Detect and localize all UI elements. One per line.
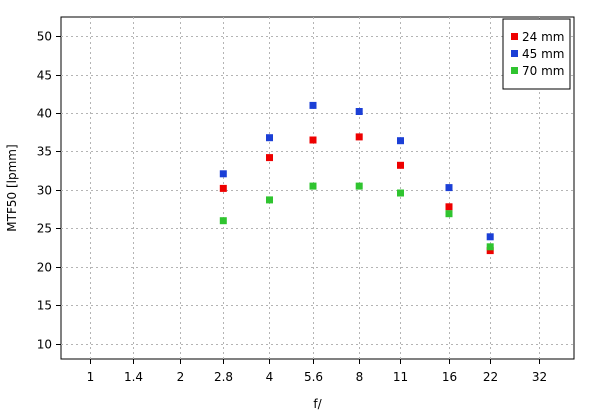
data-point-24-mm: [397, 161, 404, 169]
y-tick-label: 45: [37, 69, 52, 83]
y-tick-label: 40: [37, 107, 52, 121]
x-tick-label: 32: [532, 370, 547, 384]
data-points: [219, 101, 494, 255]
x-tick-label: 16: [442, 370, 457, 384]
legend-swatch: [511, 33, 518, 40]
x-tick-label: 2.8: [214, 370, 233, 384]
legend-swatch: [511, 67, 518, 74]
x-tick-label: 5.6: [304, 370, 323, 384]
data-point-70-mm: [355, 182, 363, 190]
y-tick-label: 15: [37, 299, 52, 313]
data-point-24-mm: [219, 184, 227, 192]
y-tick-label: 20: [37, 261, 52, 275]
data-point-70-mm: [486, 243, 494, 251]
plot-area: [60, 16, 575, 360]
x-axis-title: f/: [313, 397, 322, 411]
x-tick-label: 1: [87, 370, 95, 384]
data-point-70-mm: [445, 210, 453, 218]
data-point-24-mm: [355, 133, 363, 141]
y-tick-label: 30: [37, 184, 52, 198]
y-tick-label: 25: [37, 222, 52, 236]
x-tick-label: 22: [483, 370, 498, 384]
legend-label: 70 mm: [522, 64, 564, 78]
data-point-70-mm: [266, 196, 273, 204]
data-point-24-mm: [266, 154, 273, 162]
legend-label: 45 mm: [522, 47, 564, 61]
data-point-70-mm: [219, 217, 227, 225]
y-tick-label: 10: [37, 338, 52, 352]
data-point-45-mm: [445, 184, 453, 192]
data-point-24-mm: [445, 203, 453, 211]
x-axis: 1 1.4 2 2.8 4 5.6 8 11 16 22 32: [87, 359, 547, 384]
x-tick-label: 11: [393, 370, 408, 384]
data-point-24-mm: [309, 136, 317, 144]
y-tick-label: 35: [37, 145, 52, 159]
data-point-45-mm: [355, 108, 363, 115]
data-point-24-mm: [486, 247, 494, 255]
legend-swatch: [511, 50, 518, 57]
y-tick-label: 50: [37, 30, 52, 44]
x-tick-label: 8: [356, 370, 364, 384]
x-tick-label: 4: [266, 370, 274, 384]
data-point-45-mm: [486, 233, 494, 241]
data-point-45-mm: [266, 134, 273, 142]
legend: 24 mm 45 mm 70 mm: [502, 18, 571, 90]
y-axis-title: MTF50 [lpmm]: [5, 144, 19, 231]
data-point-70-mm: [309, 182, 317, 190]
x-tick-label: 2: [177, 370, 185, 384]
y-axis: 10 15 20 25 30 35 40 45 50: [37, 30, 61, 352]
data-point-45-mm: [397, 137, 404, 145]
data-point-70-mm: [397, 189, 404, 197]
legend-label: 24 mm: [522, 30, 564, 44]
data-point-45-mm: [219, 170, 227, 178]
x-tick-label: 1.4: [124, 370, 143, 384]
data-point-45-mm: [309, 101, 317, 109]
